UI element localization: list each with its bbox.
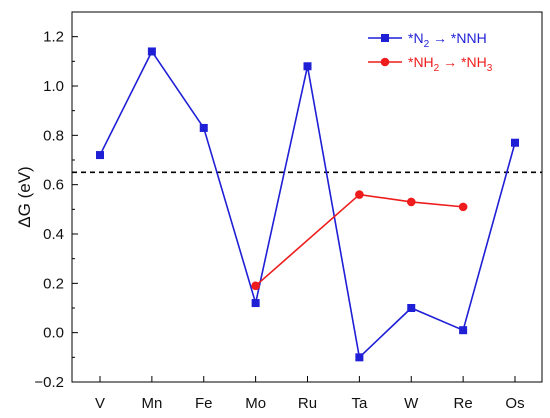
series-1-point <box>459 326 468 335</box>
x-tick-label: Ta <box>351 395 368 412</box>
y-tick-label: 0.0 <box>43 325 64 342</box>
legend-label-part: → *NH <box>439 54 486 70</box>
x-tick-label: Fe <box>195 395 213 412</box>
legend-label-part: *N <box>408 30 424 46</box>
legend-label: *N2 → *NNH <box>408 30 487 50</box>
series-1-point <box>407 304 416 312</box>
x-tick-label: V <box>95 395 105 412</box>
legend-marker <box>381 34 389 42</box>
y-tick-label: 0.6 <box>43 177 64 194</box>
x-tick-label: Re <box>454 395 473 412</box>
series-1-point <box>147 47 156 56</box>
series-2-point <box>458 202 468 212</box>
legend-label-part: 3 <box>487 63 493 74</box>
series-2-point <box>355 190 364 199</box>
y-axis-ticks: −0.2 0.0 0.2 0.4 0.6 0.8 1.0 1.2 <box>34 29 78 391</box>
legend-label-part: → *NNH <box>429 30 487 46</box>
y-tick-label: 1.2 <box>43 29 64 46</box>
series-1-point <box>511 138 519 147</box>
x-tick-label: Mo <box>245 395 266 412</box>
y-tick-label: 0.2 <box>43 275 64 292</box>
legend: *N2 → *NNH*NH2 → *NH3 <box>368 30 493 74</box>
series-2-point <box>251 281 260 291</box>
x-tick-label: Ru <box>298 395 317 412</box>
series-1-point <box>251 299 260 308</box>
x-tick-label: Os <box>505 395 524 412</box>
legend-label-part: 2 <box>434 63 440 74</box>
series-layer <box>96 47 519 362</box>
series-2-line <box>255 193 464 287</box>
y-tick-label: 0.8 <box>43 127 64 144</box>
x-tick-label: W <box>404 395 419 412</box>
legend-label: *NH2 → *NH3 <box>408 54 493 74</box>
series-1-point <box>355 353 364 362</box>
legend-marker <box>380 57 390 67</box>
series-2-point <box>406 197 416 207</box>
series-1-point <box>199 123 208 132</box>
x-axis-ticks: V Mn Fe Mo Ru Ta W Re Os <box>95 376 525 412</box>
y-axis-label: ΔG (eV) <box>15 166 34 227</box>
y-tick-label: −0.2 <box>34 374 64 391</box>
legend-label-part: *NH <box>408 54 434 70</box>
series-1-point <box>96 151 104 160</box>
legend-label-part: 2 <box>424 39 430 50</box>
series-1-line <box>99 49 516 359</box>
y-tick-label: 1.0 <box>43 78 64 95</box>
series-1-point <box>303 62 312 71</box>
y-tick-label: 0.4 <box>43 226 64 243</box>
x-tick-label: Mn <box>141 395 162 412</box>
